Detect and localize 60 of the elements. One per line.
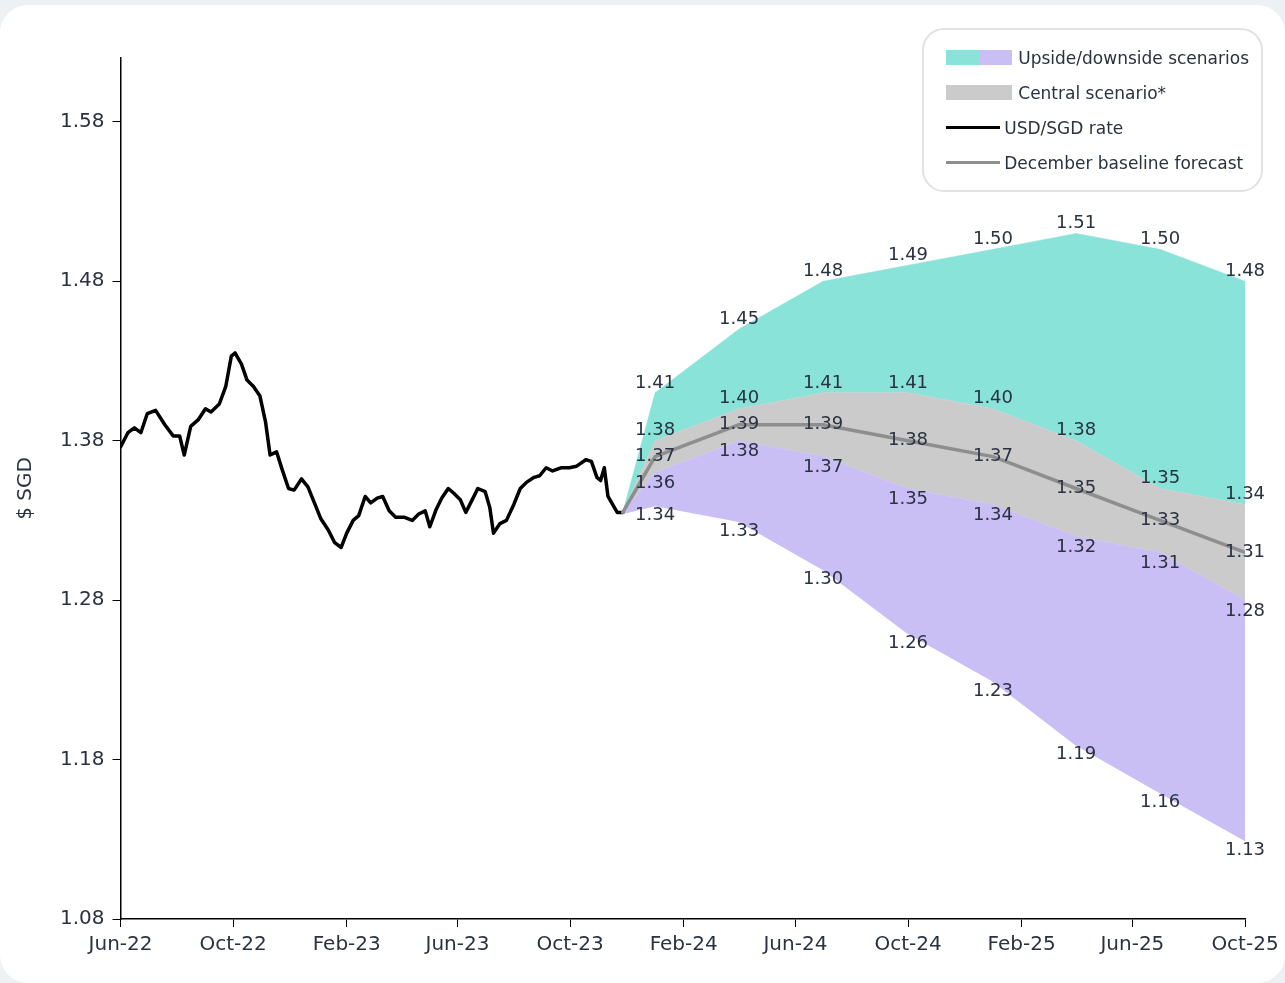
x-tick-label: Jun-23 <box>423 931 490 956</box>
data-label: 1.50 <box>1140 227 1181 249</box>
data-label: 1.41 <box>635 370 676 392</box>
data-label: 1.31 <box>1224 539 1266 561</box>
data-label: 1.33 <box>719 519 760 541</box>
data-label: 1.28 <box>1224 598 1266 620</box>
data-label: 1.37 <box>972 444 1013 466</box>
data-label: 1.40 <box>719 386 760 408</box>
data-label: 1.48 <box>803 258 844 280</box>
x-tick-label: Oct-25 <box>1211 931 1279 956</box>
data-label: 1.35 <box>1056 476 1097 498</box>
data-label: 1.39 <box>803 412 844 434</box>
data-label: 1.32 <box>1056 535 1097 557</box>
y-tick-label: 1.38 <box>60 426 105 451</box>
data-label: 1.45 <box>719 306 760 328</box>
data-label: 1.38 <box>719 439 760 461</box>
data-label: 1.38 <box>887 428 929 450</box>
x-tick-label: Oct-23 <box>536 931 604 956</box>
data-label: 1.19 <box>1056 742 1097 764</box>
data-label: 1.34 <box>972 503 1013 525</box>
x-tick-label: Jun-22 <box>86 931 153 956</box>
y-axis-title: $ SGD <box>12 457 37 520</box>
data-label: 1.35 <box>887 487 929 509</box>
data-label: 1.33 <box>1140 508 1181 530</box>
x-tick-label: Feb-25 <box>987 931 1056 956</box>
legend-label: Central scenario* <box>1018 82 1167 103</box>
legend-label: USD/SGD rate <box>1004 117 1124 138</box>
data-label: 1.48 <box>1224 258 1266 280</box>
data-label: 1.31 <box>1140 550 1181 572</box>
data-label: 1.34 <box>1224 482 1266 504</box>
x-tick-label: Feb-23 <box>312 931 381 956</box>
y-tick-label: 1.08 <box>60 905 105 930</box>
data-label: 1.41 <box>887 370 929 392</box>
data-label: 1.41 <box>803 370 844 392</box>
x-tick-label: Jun-24 <box>761 931 828 956</box>
x-tick-label: Feb-24 <box>649 931 718 956</box>
legend-label: Upside/downside scenarios <box>1018 47 1249 68</box>
data-label: 1.37 <box>803 455 844 477</box>
data-label: 1.30 <box>803 566 844 588</box>
data-label: 1.40 <box>972 386 1013 408</box>
data-label: 1.38 <box>1056 418 1097 440</box>
x-tick-label: Oct-22 <box>199 931 267 956</box>
data-label: 1.51 <box>1056 211 1097 233</box>
y-tick-label: 1.18 <box>60 745 105 770</box>
legend-label: December baseline forecast <box>1004 152 1244 173</box>
data-label: 1.13 <box>1224 837 1266 859</box>
data-label: 1.26 <box>887 630 929 652</box>
data-label: 1.37 <box>635 444 676 466</box>
data-label: 1.16 <box>1140 790 1181 812</box>
data-label: 1.50 <box>972 227 1013 249</box>
x-tick-label: Oct-24 <box>874 931 942 956</box>
data-label: 1.39 <box>719 412 760 434</box>
data-label: 1.34 <box>635 503 676 525</box>
data-label: 1.49 <box>887 242 929 264</box>
y-tick-label: 1.58 <box>60 107 105 132</box>
y-tick-label: 1.48 <box>60 267 105 292</box>
data-label: 1.23 <box>972 678 1013 700</box>
data-label: 1.35 <box>1140 466 1181 488</box>
y-tick-label: 1.28 <box>60 586 105 611</box>
x-tick-label: Jun-25 <box>1098 931 1165 956</box>
